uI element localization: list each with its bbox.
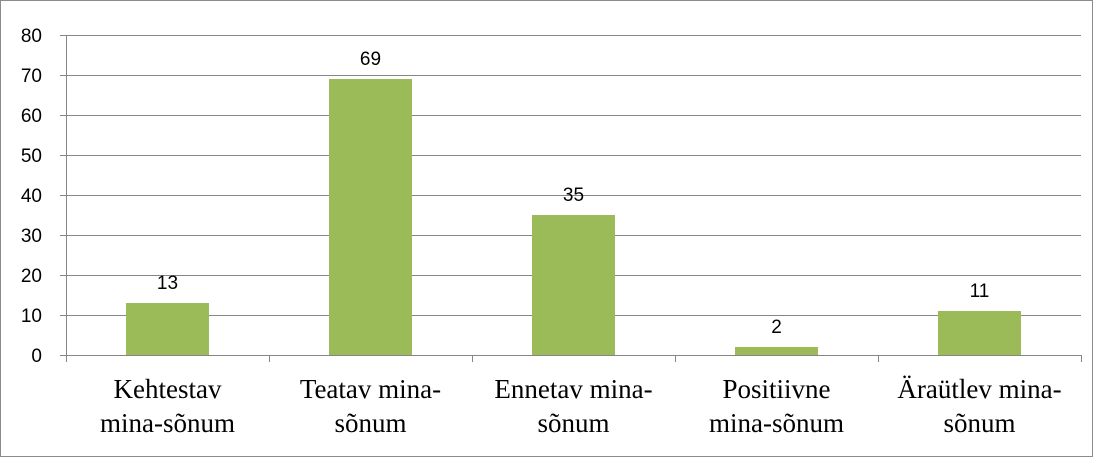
- x-tick-label: Positiivne: [722, 374, 830, 404]
- y-tick-label: 70: [21, 66, 42, 87]
- bar: [329, 79, 412, 355]
- data-label: 35: [563, 185, 584, 206]
- data-label: 2: [771, 317, 782, 338]
- x-tick-label: Kehtestav: [114, 374, 222, 404]
- x-tick-label: Ennetav mina-: [494, 374, 652, 404]
- y-tick-label: 10: [21, 306, 42, 327]
- x-tick-label: mina-sõnum: [709, 408, 844, 438]
- bar: [532, 215, 615, 355]
- y-tick-label: 50: [21, 146, 42, 167]
- data-label: 69: [360, 49, 381, 70]
- x-tick-label: sõnum: [943, 408, 1015, 438]
- y-tick-label: 20: [21, 266, 42, 287]
- x-tick-label: Teatav mina-: [300, 374, 441, 404]
- x-tick-label: sõnum: [537, 408, 609, 438]
- x-tick-label: sõnum: [334, 408, 406, 438]
- bar: [735, 347, 818, 355]
- y-tick-label: 80: [21, 26, 42, 47]
- bar: [938, 311, 1021, 355]
- y-tick-label: 0: [31, 346, 42, 367]
- bar: [126, 303, 209, 355]
- data-label: 13: [157, 273, 178, 294]
- y-tick-label: 40: [21, 186, 42, 207]
- data-label: 11: [970, 281, 990, 302]
- x-tick-label: Äraütlev mina-: [897, 374, 1061, 404]
- y-tick-label: 60: [21, 106, 42, 127]
- y-tick-label: 30: [21, 226, 42, 247]
- x-tick-label: mina-sõnum: [100, 408, 235, 438]
